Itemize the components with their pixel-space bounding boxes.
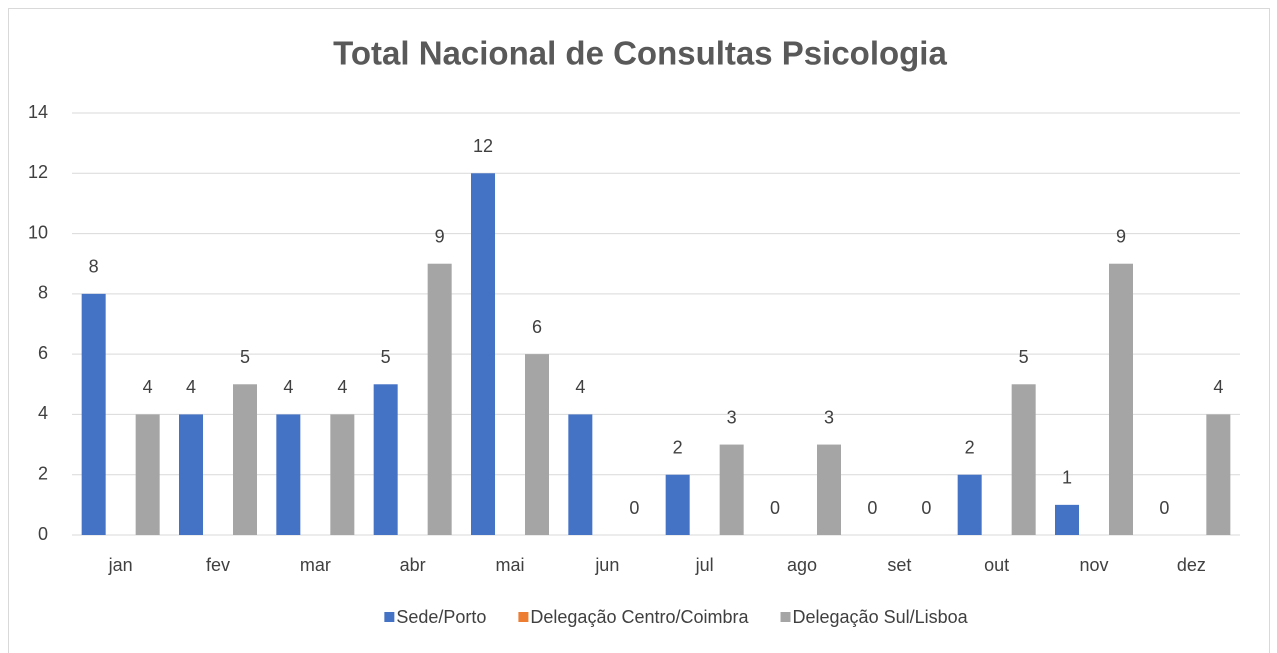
data-label: 6 xyxy=(532,317,542,337)
data-label: 3 xyxy=(727,407,737,427)
data-label: 5 xyxy=(240,347,250,367)
data-label: 12 xyxy=(473,136,493,156)
x-tick-label: dez xyxy=(1177,555,1206,575)
bar xyxy=(568,414,593,535)
data-label: 4 xyxy=(575,377,585,397)
x-tick-label: ago xyxy=(787,555,817,575)
x-tick-label: jun xyxy=(594,555,619,575)
data-label: 2 xyxy=(965,437,975,457)
data-label: 1 xyxy=(1062,468,1072,488)
bar xyxy=(1055,504,1079,535)
data-label: 4 xyxy=(283,377,293,397)
bar xyxy=(373,384,398,535)
data-label: 4 xyxy=(1213,377,1223,397)
data-label: 4 xyxy=(143,377,153,397)
x-tick-label: mai xyxy=(495,555,524,575)
x-tick-label: set xyxy=(887,555,911,575)
bar xyxy=(330,414,355,535)
data-label: 0 xyxy=(770,498,780,518)
bar xyxy=(719,444,744,535)
bar xyxy=(817,444,841,535)
data-label: 4 xyxy=(337,377,347,397)
y-tick-label: 14 xyxy=(28,102,48,122)
bar xyxy=(179,414,203,535)
bar xyxy=(1206,414,1231,535)
legend-swatch xyxy=(384,612,395,622)
x-tick-label: mar xyxy=(300,555,331,575)
x-tick-label: fev xyxy=(206,555,230,575)
legend-swatch xyxy=(780,612,791,622)
data-label: 0 xyxy=(867,498,877,518)
data-label: 2 xyxy=(673,437,683,457)
bar xyxy=(427,263,452,535)
legend-label: Sede/Porto xyxy=(396,607,486,627)
x-tick-label: jul xyxy=(695,555,714,575)
legend-label: Delegação Centro/Coimbra xyxy=(530,607,749,627)
data-label: 4 xyxy=(186,377,196,397)
bar xyxy=(81,293,106,535)
y-tick-label: 12 xyxy=(28,162,48,182)
y-tick-label: 8 xyxy=(38,283,48,303)
bar xyxy=(1109,263,1133,535)
data-label: 5 xyxy=(381,347,391,367)
data-label: 0 xyxy=(921,498,931,518)
data-label: 3 xyxy=(824,407,834,427)
y-tick-label: 10 xyxy=(28,222,48,242)
y-tick-label: 2 xyxy=(38,463,48,483)
data-label: 9 xyxy=(435,226,445,246)
bar xyxy=(957,474,982,535)
chart-title: Total Nacional de Consultas Psicologia xyxy=(333,35,947,72)
bar xyxy=(1011,384,1036,535)
bar xyxy=(665,474,690,535)
data-label: 8 xyxy=(89,257,99,277)
legend-swatch xyxy=(518,612,529,622)
bar xyxy=(471,173,495,536)
data-label: 0 xyxy=(1159,498,1169,518)
bar xyxy=(276,414,301,535)
bar xyxy=(135,414,160,535)
data-label: 0 xyxy=(629,498,639,518)
bar xyxy=(233,384,257,535)
bar xyxy=(525,354,549,535)
x-tick-label: nov xyxy=(1079,555,1108,575)
legend-label: Delegação Sul/Lisboa xyxy=(793,607,969,627)
y-tick-label: 6 xyxy=(38,343,48,363)
data-label: 5 xyxy=(1019,347,1029,367)
data-label: 9 xyxy=(1116,226,1126,246)
x-tick-label: out xyxy=(984,555,1009,575)
y-tick-label: 0 xyxy=(38,524,48,544)
x-tick-label: jan xyxy=(108,555,133,575)
chart-frame xyxy=(8,8,1270,653)
x-tick-label: abr xyxy=(400,555,426,575)
y-tick-label: 4 xyxy=(38,403,48,423)
